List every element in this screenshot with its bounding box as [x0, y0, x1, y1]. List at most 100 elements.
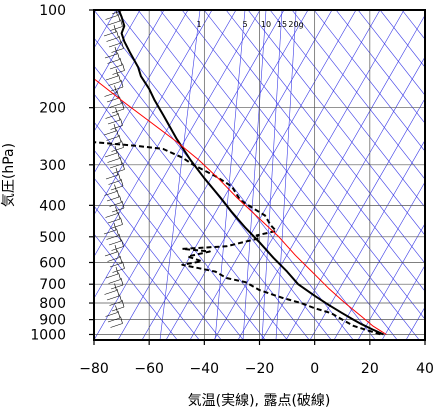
mixing-ratio-line [159, 10, 201, 340]
wind-barb-flag [117, 310, 121, 319]
wind-barb [107, 59, 120, 64]
wind-barb [105, 273, 119, 279]
wind-barb-flag [117, 250, 120, 258]
wind-barb [104, 191, 117, 196]
wind-barb-flag [115, 10, 118, 16]
wind-barb [111, 108, 125, 114]
wind-barb-flag [121, 41, 124, 49]
y-tick-label: 600 [39, 255, 66, 271]
wind-barb-flag [118, 233, 122, 242]
wind-barb-flag [118, 134, 122, 143]
mixing-ratio-labels: 1 5 10 15 20g [196, 20, 303, 29]
wind-barb [110, 26, 123, 31]
mixing-ratio-line [242, 10, 267, 340]
wind-barb [108, 81, 121, 86]
mixing-ratio-line [261, 10, 283, 340]
dry-adiabat-line [94, 37, 332, 340]
x-tick-label: 20 [361, 361, 379, 377]
wind-barb [104, 92, 117, 97]
dry-adiabat-line [313, 10, 425, 152]
x-tick-label: −40 [190, 361, 220, 377]
y-tick-label: 200 [39, 101, 66, 117]
wind-barb-flag [121, 299, 125, 308]
wind-barb-flag [120, 79, 124, 88]
wind-barb [105, 114, 118, 119]
wind-barb-flag [115, 206, 118, 214]
wind-barb [111, 306, 125, 312]
x-tick-label: −60 [134, 361, 164, 377]
wind-barb [107, 158, 120, 163]
isotherm-line [94, 10, 213, 216]
y-tick-label: 700 [39, 277, 66, 293]
wind-barb-flag [122, 63, 125, 71]
wind-barb [104, 290, 117, 295]
wind-barb [109, 202, 122, 207]
wind-barb-flag [121, 140, 124, 148]
wind-barb-flag [119, 195, 122, 203]
wind-barb [106, 97, 120, 103]
mixing-ratio-label: 5 [242, 20, 247, 29]
wind-barb [106, 196, 120, 202]
mixing-ratio-line [214, 10, 246, 340]
wind-barb-flag [119, 255, 123, 264]
y-tick-label: 400 [39, 198, 66, 214]
wind-barb [103, 130, 117, 136]
wind-barb [112, 169, 125, 174]
isotherm-line [94, 10, 189, 174]
isotherm-line [285, 97, 425, 340]
isotherm-line [141, 10, 333, 340]
wind-barb [109, 163, 123, 169]
wind-barb [112, 70, 125, 75]
wind-barb [110, 185, 124, 191]
wind-barb [108, 141, 122, 147]
wind-barb [107, 218, 121, 224]
dry-adiabat-line [357, 10, 425, 96]
y-tick-label: 800 [39, 296, 66, 312]
x-tick-label: 0 [310, 361, 319, 377]
wind-barb [111, 246, 124, 251]
wind-barb-flag [116, 90, 120, 99]
dry-adiabat-line [115, 10, 376, 340]
wind-barb [110, 125, 123, 130]
wind-barb-flag [114, 244, 118, 253]
dry-adiabat-line [401, 10, 425, 40]
dry-adiabat-line [94, 121, 266, 340]
isotherm-line [94, 10, 141, 91]
dry-adiabat-line [269, 10, 425, 208]
wind-barb [104, 53, 118, 59]
wind-barb-flag [113, 222, 117, 231]
wind-barb-flag [120, 316, 123, 324]
isotherm-line [333, 181, 425, 340]
isotherm-line [261, 56, 425, 340]
wind-barb [111, 207, 125, 213]
wind-barb-flag [114, 283, 117, 291]
wind-barb-flag [119, 57, 123, 66]
y-tick-label: 1000 [30, 327, 66, 343]
isotherm-line [309, 139, 425, 340]
wind-barb-flag [113, 24, 117, 33]
wind-barb-flag [116, 288, 120, 297]
wind-barb [105, 15, 118, 20]
wind-barb-flag [120, 178, 124, 187]
wind-barb [106, 235, 119, 240]
wind-barb [105, 312, 118, 317]
dry-adiabat-line [225, 10, 425, 264]
isotherm-line [94, 10, 285, 340]
wind-barb [107, 257, 120, 262]
mixing-ratio-label: 10 [261, 20, 271, 29]
wind-barb-flag [119, 294, 122, 302]
isotherm-line [430, 10, 435, 340]
background-lines [94, 10, 435, 340]
isotherm-line [381, 264, 425, 340]
wind-barb [110, 86, 124, 92]
wind-barb [105, 75, 119, 81]
isotherm-line [213, 10, 405, 340]
grid [94, 10, 425, 340]
isotherm-line [94, 10, 261, 299]
wind-barb [109, 301, 122, 306]
wind-barb-flag [115, 167, 119, 176]
wind-barb-flag [120, 217, 123, 225]
wind-barb [112, 268, 125, 273]
